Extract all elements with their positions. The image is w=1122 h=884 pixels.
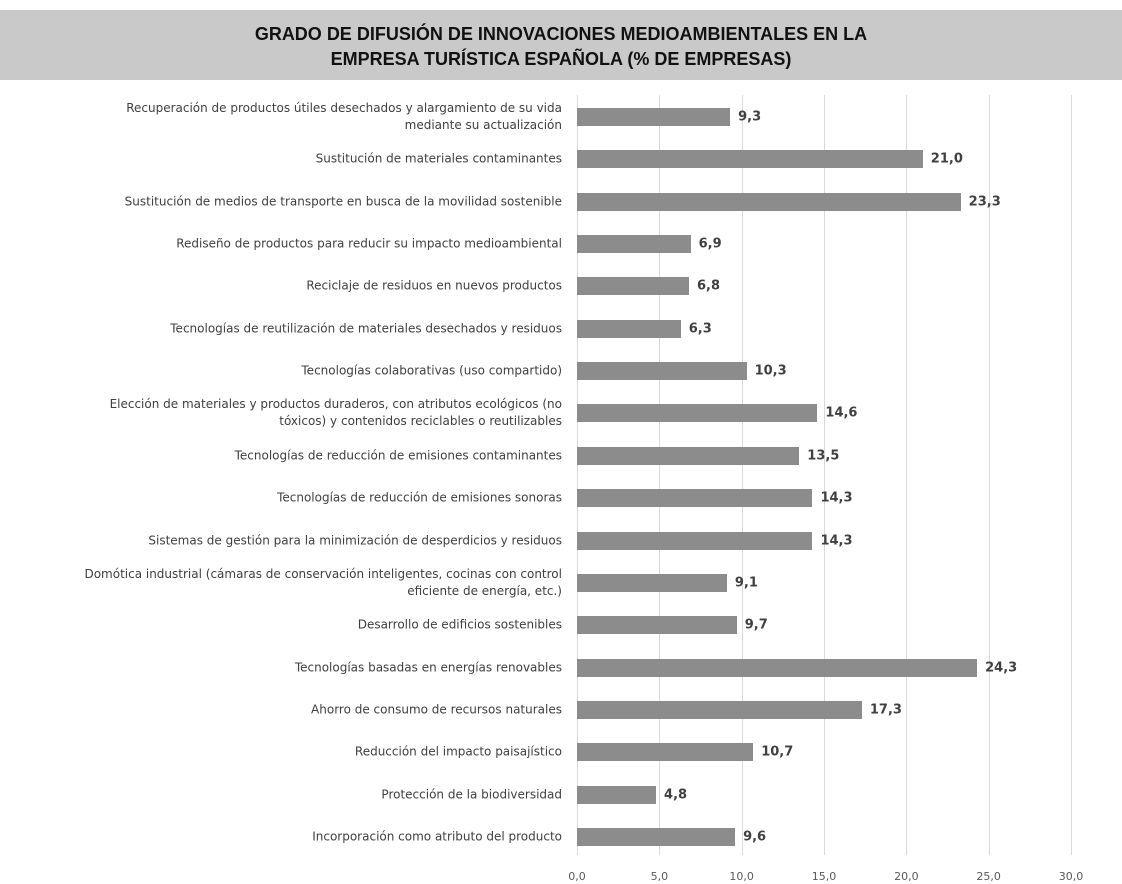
grid-line — [906, 95, 908, 855]
value-label: 9,3 — [738, 109, 762, 125]
category-label: Sustitución de medios de transporte en b… — [124, 194, 562, 209]
value-label: 24,3 — [985, 660, 1018, 676]
category-label: Tecnologías basadas en energías renovabl… — [294, 660, 562, 675]
bar — [577, 404, 818, 423]
bar — [577, 743, 754, 762]
grid-line — [577, 95, 578, 855]
value-label: 10,7 — [761, 744, 794, 760]
value-label: 6,8 — [696, 278, 720, 294]
category-label: Incorporación como atributo del producto — [312, 829, 562, 844]
bar — [577, 108, 731, 126]
title-banner: GRADO DE DIFUSIÓN DE INNOVACIONES MEDIOA… — [0, 10, 1122, 80]
value-label: 9,1 — [734, 575, 758, 591]
grid-line — [824, 95, 825, 855]
value-label: 17,3 — [869, 702, 902, 718]
grid-line — [741, 95, 743, 855]
category-label: Protección de la biodiversidad — [381, 787, 562, 802]
bar — [577, 616, 737, 635]
grid-line — [659, 95, 661, 855]
category-label: Sistemas de gestión para la minimización… — [148, 533, 562, 547]
category-label: Tecnologías colaborativas (uso compartid… — [301, 363, 562, 378]
category-label: Tecnologías de reducción de emisiones so… — [277, 490, 562, 505]
bar — [577, 362, 747, 381]
value-label: 14,3 — [820, 533, 853, 548]
x-tick-label: 15,0 — [811, 870, 837, 883]
value-label: 13,5 — [807, 448, 840, 464]
value-label: 14,3 — [820, 490, 853, 506]
value-label: 6,9 — [698, 236, 722, 252]
bar — [577, 150, 923, 169]
grid-line — [988, 95, 990, 855]
x-tick-label: 5,0 — [650, 870, 669, 883]
category-label: Desarrollo de edificios sostenibles — [357, 617, 562, 632]
category-label: Ahorro de consumo de recursos naturales — [311, 702, 562, 717]
category-label: Reciclaje de residuos en nuevos producto… — [306, 278, 562, 293]
value-label: 14,6 — [825, 405, 858, 421]
value-label: 9,7 — [744, 617, 768, 633]
category-label: Domótica industrial (cámaras de conserva… — [84, 566, 562, 598]
category-label: Tecnologías de reutilización de material… — [170, 321, 562, 336]
category-label: Recuperación de productos útiles desecha… — [126, 101, 562, 132]
x-tick-label: 10,0 — [729, 870, 754, 883]
chart-title: GRADO DE DIFUSIÓN DE INNOVACIONES MEDIOA… — [254, 24, 868, 69]
category-label: Elección de materiales y productos durad… — [109, 397, 562, 429]
bar — [577, 319, 681, 338]
x-tick-label: 20,0 — [894, 870, 919, 883]
bar — [577, 700, 862, 719]
value-label: 9,6 — [743, 829, 767, 845]
category-label: Rediseño de productos para reducir su im… — [176, 236, 562, 251]
grid-line — [1071, 95, 1072, 855]
bar — [577, 573, 727, 592]
value-label: 6,3 — [688, 321, 712, 337]
value-label: 21,0 — [930, 151, 963, 167]
x-tick-label: 25,0 — [976, 870, 1001, 883]
x-tick-label: 30,0 — [1058, 870, 1084, 883]
bar — [577, 235, 691, 254]
category-label: Sustitución de materiales contaminantes — [315, 151, 562, 166]
value-label: 4,8 — [664, 787, 688, 803]
bar — [577, 531, 813, 550]
bar — [577, 446, 800, 465]
bar — [577, 192, 961, 211]
bar — [577, 827, 736, 846]
value-label: 23,3 — [968, 194, 1001, 210]
value-label: 10,3 — [754, 363, 787, 379]
bar — [577, 785, 657, 804]
bar — [577, 277, 689, 296]
bar — [577, 489, 813, 508]
category-label: Tecnologías de reducción de emisiones co… — [234, 448, 562, 463]
x-tick-label: 0,0 — [568, 870, 586, 883]
bar — [577, 658, 978, 677]
category-label: Reducción del impacto paisajístico — [354, 744, 562, 759]
